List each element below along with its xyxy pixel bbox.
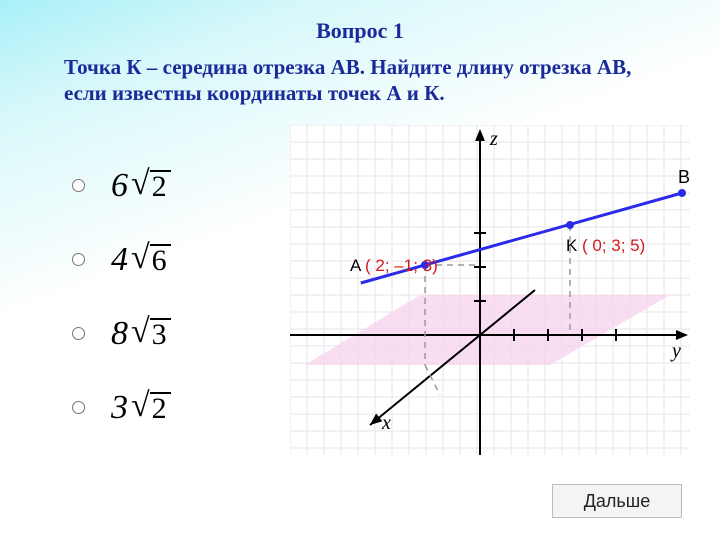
coordinate-plot: A( 2; –1; 3) K( 0; 3; 5) Bz y x (290, 125, 690, 455)
svg-text:z: z (489, 128, 498, 150)
answer-options: 6√2 4√6 8√3 3√2 (72, 167, 171, 427)
svg-text:x: x (381, 412, 391, 434)
svg-text:( 2; –1; 3): ( 2; –1; 3) (365, 256, 438, 275)
option-1-label: 6√2 (111, 167, 171, 205)
svg-text:y: y (670, 340, 681, 362)
svg-text:( 0; 3; 5): ( 0; 3; 5) (582, 236, 645, 255)
option-1[interactable]: 6√2 (72, 167, 171, 205)
option-2-label: 4√6 (111, 241, 171, 279)
option-1-radio[interactable] (72, 179, 85, 192)
question-text: Точка К – середина отрезка АВ. Найдите д… (0, 54, 720, 107)
option-3-label: 8√3 (111, 315, 171, 353)
option-4-label: 3√2 (111, 389, 171, 427)
content-area: 6√2 4√6 8√3 3√2 A( 2; –1; 3) K( 0; 3; 5) B… (0, 125, 720, 495)
option-2[interactable]: 4√6 (72, 241, 171, 279)
question-title: Вопрос 1 (0, 0, 720, 54)
next-button[interactable]: Дальше (552, 484, 682, 518)
option-2-radio[interactable] (72, 253, 85, 266)
svg-text:B: B (678, 167, 690, 187)
option-3-radio[interactable] (72, 327, 85, 340)
svg-text:A: A (350, 256, 362, 275)
option-3[interactable]: 8√3 (72, 315, 171, 353)
svg-text:K: K (566, 236, 578, 255)
option-4-radio[interactable] (72, 401, 85, 414)
option-4[interactable]: 3√2 (72, 389, 171, 427)
